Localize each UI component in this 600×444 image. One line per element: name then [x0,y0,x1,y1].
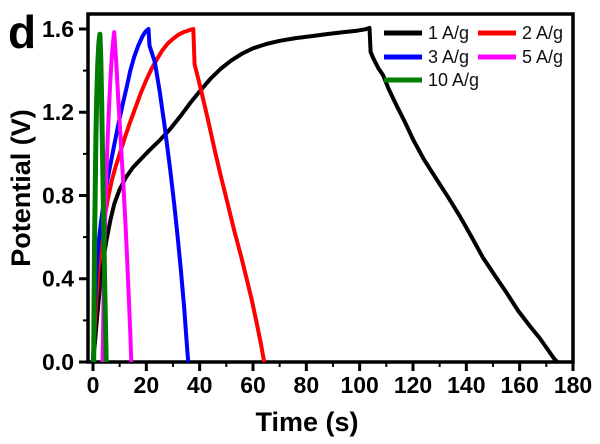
x-tick-label: 0 [87,372,100,398]
axis-ticks [79,27,575,371]
curve-5-a-g [100,30,134,363]
data-series [91,25,559,364]
legend-item-5-a-g: 5 A/g [478,47,563,67]
legend-label: 10 A/g [428,70,479,90]
x-axis-title: Time (s) [255,407,358,437]
curve-3-a-g [91,27,191,363]
x-tick-label: 20 [134,372,160,398]
x-tick-label: 120 [394,372,432,398]
x-tick-label: 100 [340,372,378,398]
legend-item-1-a-g: 1 A/g [384,23,469,43]
panel-label: d [8,6,36,58]
y-tick-label: 1.6 [42,16,74,42]
curve-1-a-g [91,25,559,364]
x-tick-label: 40 [187,372,213,398]
curve-10-a-g [91,31,109,363]
legend-label: 3 A/g [428,47,469,67]
legend-item-3-a-g: 3 A/g [384,47,469,67]
x-tick-label: 80 [294,372,320,398]
y-tick-label: 0.4 [42,266,74,292]
y-tick-label: 1.2 [42,99,74,125]
axis-tick-labels: 0 20 40 60 80 100 120 140 160 180 0.0 0.4 0.8 1.2 1.6 [42,16,592,398]
legend-label: 1 A/g [428,23,469,43]
chart-legend: 1 A/g 2 A/g 3 A/g 5 A/g 10 A/g [384,23,563,90]
x-tick-label: 60 [240,372,266,398]
plot-frame [86,12,575,364]
legend-item-2-a-g: 2 A/g [478,23,563,43]
legend-label: 5 A/g [522,47,563,67]
x-tick-label: 140 [447,372,485,398]
legend-label: 2 A/g [522,23,563,43]
curve-2-a-g [91,27,267,363]
y-tick-label: 0.8 [42,182,74,208]
y-tick-label: 0.0 [42,349,74,375]
legend-item-10-a-g: 10 A/g [384,70,479,90]
x-tick-label: 180 [554,372,592,398]
y-axis-title: Potential (V) [6,109,36,267]
x-tick-label: 160 [500,372,538,398]
